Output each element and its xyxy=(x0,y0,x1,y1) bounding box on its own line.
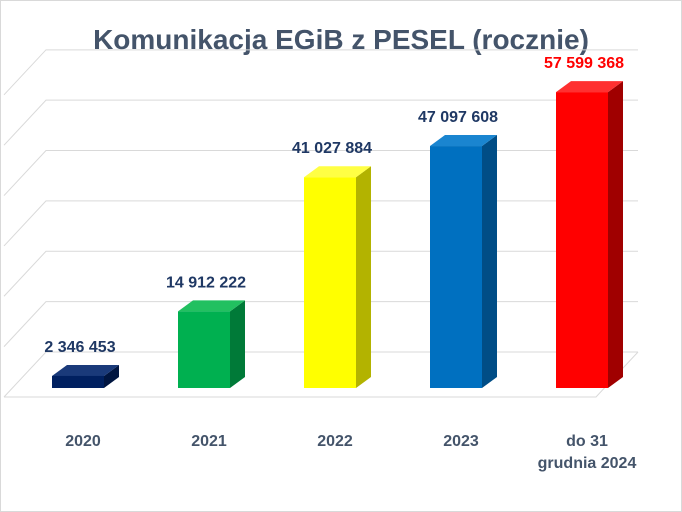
bar-top xyxy=(178,300,245,312)
bar-front xyxy=(556,92,608,388)
bar-side xyxy=(356,166,371,388)
data-label: 2 346 453 xyxy=(44,339,115,356)
bar-side xyxy=(104,364,119,388)
bar-side xyxy=(608,81,623,388)
bar-front xyxy=(430,146,482,388)
category-label: 2022 xyxy=(317,433,353,450)
category-label: 2020 xyxy=(65,433,101,450)
data-labels: 2 346 453 14 912 222 41 027 884 47 097 608 5… xyxy=(44,55,624,356)
data-label: 47 097 608 xyxy=(418,109,498,126)
bar-side xyxy=(482,135,497,388)
floor-edge xyxy=(4,351,639,398)
data-label: 41 027 884 xyxy=(292,140,372,157)
category-label: 2021 xyxy=(191,433,227,450)
bar-0 xyxy=(52,364,119,388)
gridline xyxy=(3,99,638,146)
bar-side xyxy=(230,300,245,388)
bar-4 xyxy=(556,81,623,388)
category-label: grudnia 2024 xyxy=(538,455,637,472)
category-label: do 31 xyxy=(566,433,608,450)
gridline xyxy=(3,49,638,96)
data-label: 57 599 368 xyxy=(544,55,624,72)
bar-3 xyxy=(430,135,497,388)
bar-top xyxy=(52,364,119,376)
bar-top xyxy=(556,81,623,93)
bar-front xyxy=(304,177,356,388)
bar-front xyxy=(178,311,230,388)
bar-top xyxy=(304,166,371,178)
bars xyxy=(52,81,623,388)
bar-2 xyxy=(304,166,371,388)
data-label: 14 912 222 xyxy=(166,274,246,291)
category-label: 2023 xyxy=(443,433,479,450)
category-labels: 2020 2021 2022 2023 do 31 grudnia 2024 xyxy=(65,433,636,472)
bar-front xyxy=(52,375,104,388)
bar-1 xyxy=(178,300,245,388)
bar-top xyxy=(430,135,497,147)
